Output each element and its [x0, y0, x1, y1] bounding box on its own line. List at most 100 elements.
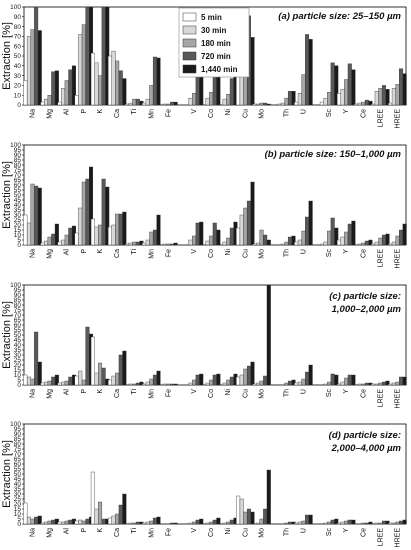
y-tick-label: 50: [14, 53, 22, 60]
panel-title: (d) particle size:: [329, 430, 401, 441]
bar-Mn-0: [142, 522, 147, 525]
bar-Mo-3: [263, 102, 268, 106]
bar-HREE-4: [402, 376, 407, 386]
bar-Co-3: [212, 72, 217, 106]
x-tick-label: Cu: [242, 249, 249, 258]
bar-Al-2: [64, 80, 69, 106]
category-group-Fe: [162, 383, 178, 386]
bar-Mg-2: [47, 94, 52, 106]
y-axis-label: Extraction [%]: [1, 161, 13, 229]
bar-Ti-2: [132, 241, 137, 246]
bar-Y-4: [351, 374, 356, 386]
legend-swatch: [182, 38, 197, 48]
bar-Mg-3: [51, 376, 56, 386]
category-group-V: [188, 221, 204, 246]
bar-Sc-2: [327, 521, 332, 525]
bar-HREE-3: [399, 376, 404, 386]
bar-Mn-1: [145, 98, 150, 106]
bar-Cu-2: [243, 368, 248, 386]
x-tick-label: Mg: [47, 389, 54, 399]
x-tick-label: K: [97, 109, 104, 114]
bar-Ca-4: [122, 78, 127, 106]
y-tick-label: 70: [14, 312, 22, 319]
y-tick-label: 15: [14, 367, 22, 374]
category-group-Y: [336, 63, 356, 106]
y-tick-label: 90: [14, 431, 22, 438]
x-tick-label: Ti: [131, 528, 138, 534]
bar-V-2: [192, 379, 197, 386]
bar-Co-1: [205, 97, 210, 106]
category-group-Mg: [40, 70, 59, 106]
category-group-Ce: [357, 382, 373, 386]
bar-U-4: [308, 39, 313, 106]
x-tick-label: P: [81, 109, 88, 114]
x-tick-label: Mn: [148, 528, 155, 538]
bar-Ti-1: [128, 102, 133, 106]
bar-U-3: [305, 34, 310, 106]
bar-Th-4: [291, 91, 296, 106]
x-tick-label: Ni: [225, 389, 232, 396]
bar-Mn-4: [156, 516, 161, 525]
bar-Mn-0: [142, 102, 147, 106]
x-tick-label: HREE: [394, 389, 401, 409]
bar-Mo-0: [252, 103, 257, 106]
bar-Al-3: [68, 376, 73, 386]
x-tick-label: Fe: [165, 528, 172, 536]
bar-P-2: [81, 181, 86, 246]
bar-Y-3: [347, 374, 352, 386]
legend-swatch: [182, 51, 197, 61]
y-axis-label: Extraction [%]: [1, 22, 13, 90]
y-tick-label: 50: [14, 471, 22, 478]
bar-Mg-2: [47, 236, 52, 246]
bar-Y-3: [347, 63, 352, 106]
bar-Mo-3: [263, 375, 268, 386]
bar-Sc-2: [327, 381, 332, 386]
category-group-Ca: [107, 350, 127, 386]
bar-Ti-0: [125, 103, 130, 106]
bar-Ce-3: [364, 240, 369, 246]
bar-Sc-4: [334, 227, 339, 246]
x-tick-label: Sc: [326, 249, 333, 258]
bar-Ce-2: [361, 101, 366, 106]
y-tick-label: 35: [14, 207, 22, 214]
legend-swatch: [182, 64, 197, 74]
y-tick-label: 0: [17, 521, 21, 528]
bar-P-1: [78, 34, 83, 106]
category-group-Ce: [357, 239, 373, 246]
bar-Ti-1: [128, 383, 133, 386]
bar-Mo-4: [266, 103, 271, 106]
bar-Y-4: [351, 220, 356, 246]
category-group-Fe: [162, 101, 178, 106]
bar-Mg-1: [44, 98, 49, 106]
bar-Mo-3: [263, 234, 268, 246]
bar-Cu-3: [246, 508, 251, 525]
x-tick-label: Fe: [165, 389, 172, 397]
bar-U-3: [305, 216, 310, 246]
bar-Na-3: [34, 6, 39, 106]
x-tick-label: Ca: [114, 109, 121, 118]
bar-HREE-0: [388, 243, 393, 246]
category-group-Sc: [323, 373, 339, 386]
legend-label: 1,440 min: [201, 65, 238, 74]
bar-Ca-0: [107, 55, 112, 106]
y-tick-label: 100: [10, 421, 21, 428]
x-tick-label: Al: [64, 528, 71, 535]
y-tick-label: 50: [14, 332, 22, 339]
bar-Th-4: [291, 235, 296, 246]
y-tick-label: 90: [14, 14, 22, 21]
bar-Mo-0: [252, 383, 257, 386]
bar-V-3: [195, 222, 200, 246]
bar-P-0: [74, 94, 79, 106]
bar-V-4: [199, 221, 204, 246]
category-group-Ce: [361, 521, 373, 525]
bar-Ca-1: [111, 515, 116, 525]
category-group-Na: [23, 183, 42, 246]
bar-Na-1: [26, 222, 31, 246]
bar-Ce-1: [357, 102, 362, 106]
x-tick-label: Mn: [148, 249, 155, 259]
bar-HREE-4: [402, 223, 407, 246]
bar-HREE-0: [388, 102, 393, 106]
bar-Mg-0: [40, 101, 45, 106]
bar-Ca-2: [115, 60, 120, 106]
